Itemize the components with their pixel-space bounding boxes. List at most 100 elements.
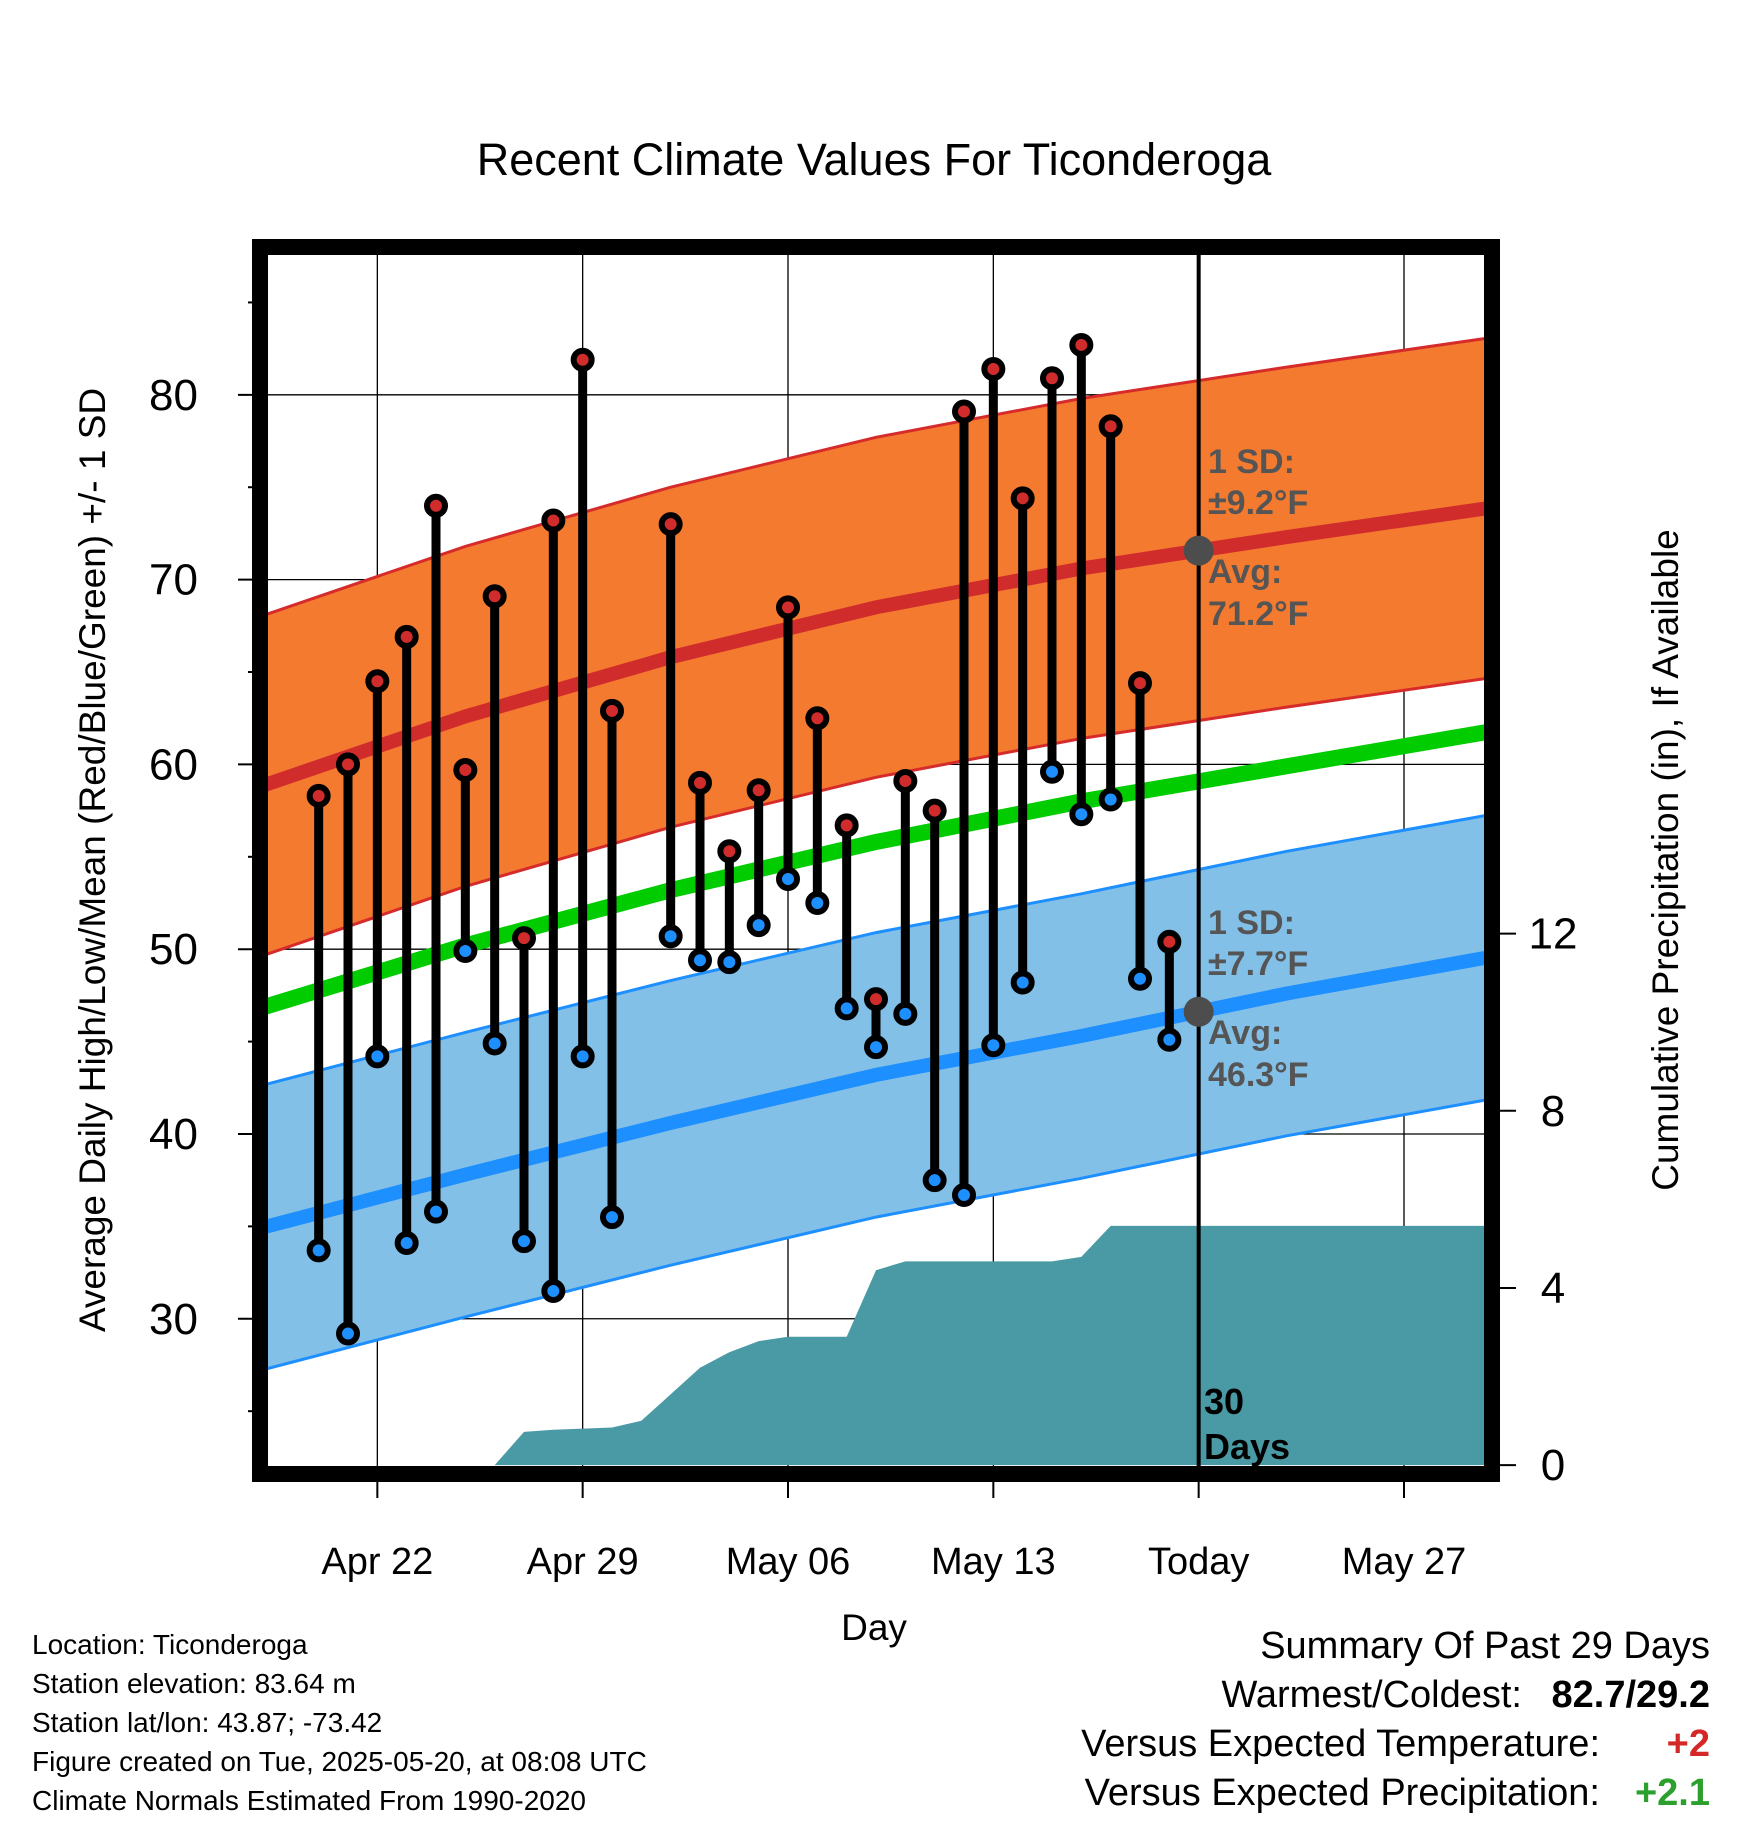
high-avg-line1: Avg:: [1208, 553, 1282, 591]
high-point-2025-04-24: [424, 493, 448, 518]
low-point-2025-05-13: [981, 1033, 1006, 1058]
high-point-2025-05-05: [746, 778, 771, 803]
chart-title: Recent Climate Values For Ticonderoga: [477, 134, 1273, 185]
high-sd-line1: 1 SD:: [1208, 443, 1295, 481]
precip-value: +2.1: [1634, 1772, 1710, 1814]
x-tick-label-0: Apr 22: [321, 1541, 433, 1583]
summary-heading: Summary Of Past 29 Days: [1260, 1625, 1710, 1667]
x-axis-title: Day: [841, 1607, 907, 1648]
today-line: [1183, 247, 1214, 1474]
low-band-upper-edge: [260, 812, 1492, 1088]
elevation-text: Station elevation: 83.64 m: [32, 1668, 356, 1699]
high-band: [260, 337, 1492, 957]
precip-label: Versus Expected Precipitation:: [1084, 1772, 1600, 1814]
low-avg-line1: Avg:: [1208, 1014, 1282, 1052]
today-label-line1: 30: [1204, 1381, 1244, 1422]
temp-value: +2: [1666, 1723, 1710, 1765]
low-avg-line2: 46.3°F: [1208, 1056, 1309, 1094]
warm-cold-row: Warmest/Coldest: 82.7/29.2: [1081, 1671, 1710, 1720]
low-point-2025-04-24: [424, 1199, 448, 1224]
high-annotation: 1 SD: ±9.2°F Avg: 71.2°F: [1208, 443, 1309, 633]
high-point-2025-05-07: [805, 706, 830, 731]
low-point-2025-04-28: [541, 1279, 566, 1304]
high-band-upper-edge: [260, 336, 1492, 619]
high-point-2025-04-21: [336, 752, 360, 777]
high-point-2025-04-28: [541, 508, 566, 533]
high-point-2025-05-06: [776, 595, 800, 620]
low-point-2025-05-09: [864, 1035, 888, 1060]
low-band-lower-edge: [260, 1097, 1492, 1372]
high-point-2025-05-08: [834, 813, 859, 838]
high-point-2025-05-16: [1069, 332, 1094, 357]
high-point-2025-05-14: [1010, 486, 1035, 511]
low-point-2025-04-30: [600, 1205, 624, 1230]
y-left-tick-label-0: 30: [149, 1295, 198, 1344]
observations: [306, 332, 1182, 1346]
summary-panel: Summary Of Past 29 Days Warmest/Coldest:…: [1081, 1622, 1710, 1818]
high-point-2025-04-22: [365, 669, 390, 694]
normal-bands: [260, 336, 1492, 1372]
high-point-2025-05-17: [1098, 414, 1123, 439]
low-point-2025-05-14: [1010, 970, 1035, 995]
high-point-2025-04-29: [570, 347, 595, 372]
y-right-tick-label-3: 12: [1529, 910, 1578, 959]
high-point-2025-05-09: [864, 987, 888, 1012]
low-point-2025-05-04: [717, 950, 742, 975]
high-point-2025-05-18: [1128, 671, 1152, 696]
y-right-tick-label-2: 8: [1541, 1087, 1565, 1136]
precipitation-fill: [260, 1225, 1492, 1466]
warm-cold-value: 82.7/29.2: [1551, 1674, 1710, 1716]
high-point-2025-05-02: [658, 512, 683, 537]
high-point-2025-05-10: [893, 769, 918, 794]
low-point-2025-05-02: [658, 924, 683, 949]
y-left-tick-label-4: 70: [149, 556, 198, 605]
high-point-2025-05-03: [688, 770, 712, 795]
low-point-2025-05-11: [922, 1168, 947, 1193]
y-right-tick-label-1: 4: [1541, 1264, 1565, 1313]
normals-text: Climate Normals Estimated From 1990-2020: [32, 1785, 586, 1816]
low-point-2025-05-06: [776, 866, 800, 891]
low-point-2025-05-03: [688, 948, 712, 973]
low-point-2025-04-20: [306, 1238, 331, 1263]
low-point-2025-05-08: [834, 996, 859, 1021]
high-point-2025-04-23: [394, 624, 419, 649]
high-point-2025-05-12: [952, 399, 976, 424]
high-average-line: [260, 500, 1492, 794]
temp-label: Versus Expected Temperature:: [1081, 1723, 1600, 1765]
x-tick-label-4: Today: [1148, 1541, 1249, 1583]
high-point-2025-05-19: [1157, 929, 1182, 954]
low-point-2025-05-18: [1128, 966, 1152, 991]
low-point-2025-04-21: [336, 1321, 360, 1346]
today-low-normal-marker: [1183, 996, 1214, 1027]
low-sd-line2: ±7.7°F: [1208, 945, 1308, 983]
y-axis-left-title: Average Daily High/Low/Mean (Red/Blue/Gr…: [72, 388, 113, 1332]
low-point-2025-05-07: [805, 891, 830, 916]
low-point-2025-05-10: [893, 1001, 918, 1026]
low-point-2025-05-15: [1040, 759, 1064, 784]
y-left-tick-label-5: 80: [149, 371, 198, 420]
low-point-2025-04-29: [570, 1044, 595, 1069]
x-tick-label-2: May 06: [726, 1541, 851, 1583]
low-point-2025-05-17: [1098, 787, 1123, 812]
high-point-2025-04-25: [453, 757, 478, 782]
station-info: Location: Ticonderoga Station elevation:…: [32, 1625, 647, 1820]
low-point-2025-05-16: [1069, 802, 1094, 827]
x-tick-label-5: May 27: [1342, 1541, 1467, 1583]
x-tick-label-1: Apr 29: [527, 1541, 639, 1583]
low-point-2025-04-23: [394, 1231, 419, 1256]
plot-frame: [252, 239, 1500, 1482]
today-label: 30 Days: [1204, 1381, 1290, 1467]
y-left-tick-label-2: 50: [149, 925, 198, 974]
low-annotation: 1 SD: ±7.7°F Avg: 46.3°F: [1208, 904, 1309, 1094]
high-avg-line2: 71.2°F: [1208, 595, 1309, 633]
y-left-tick-label-3: 60: [149, 740, 198, 789]
low-sd-line1: 1 SD:: [1208, 904, 1295, 942]
low-point-2025-04-25: [453, 939, 478, 964]
low-average-line: [260, 949, 1492, 1235]
high-sd-line2: ±9.2°F: [1208, 484, 1308, 522]
precip-row: Versus Expected Precipitation: +2.1: [1081, 1769, 1710, 1818]
created-text: Figure created on Tue, 2025-05-20, at 08…: [32, 1746, 647, 1777]
low-point-2025-05-05: [746, 913, 771, 938]
temp-row: Versus Expected Temperature: +2: [1081, 1720, 1710, 1769]
